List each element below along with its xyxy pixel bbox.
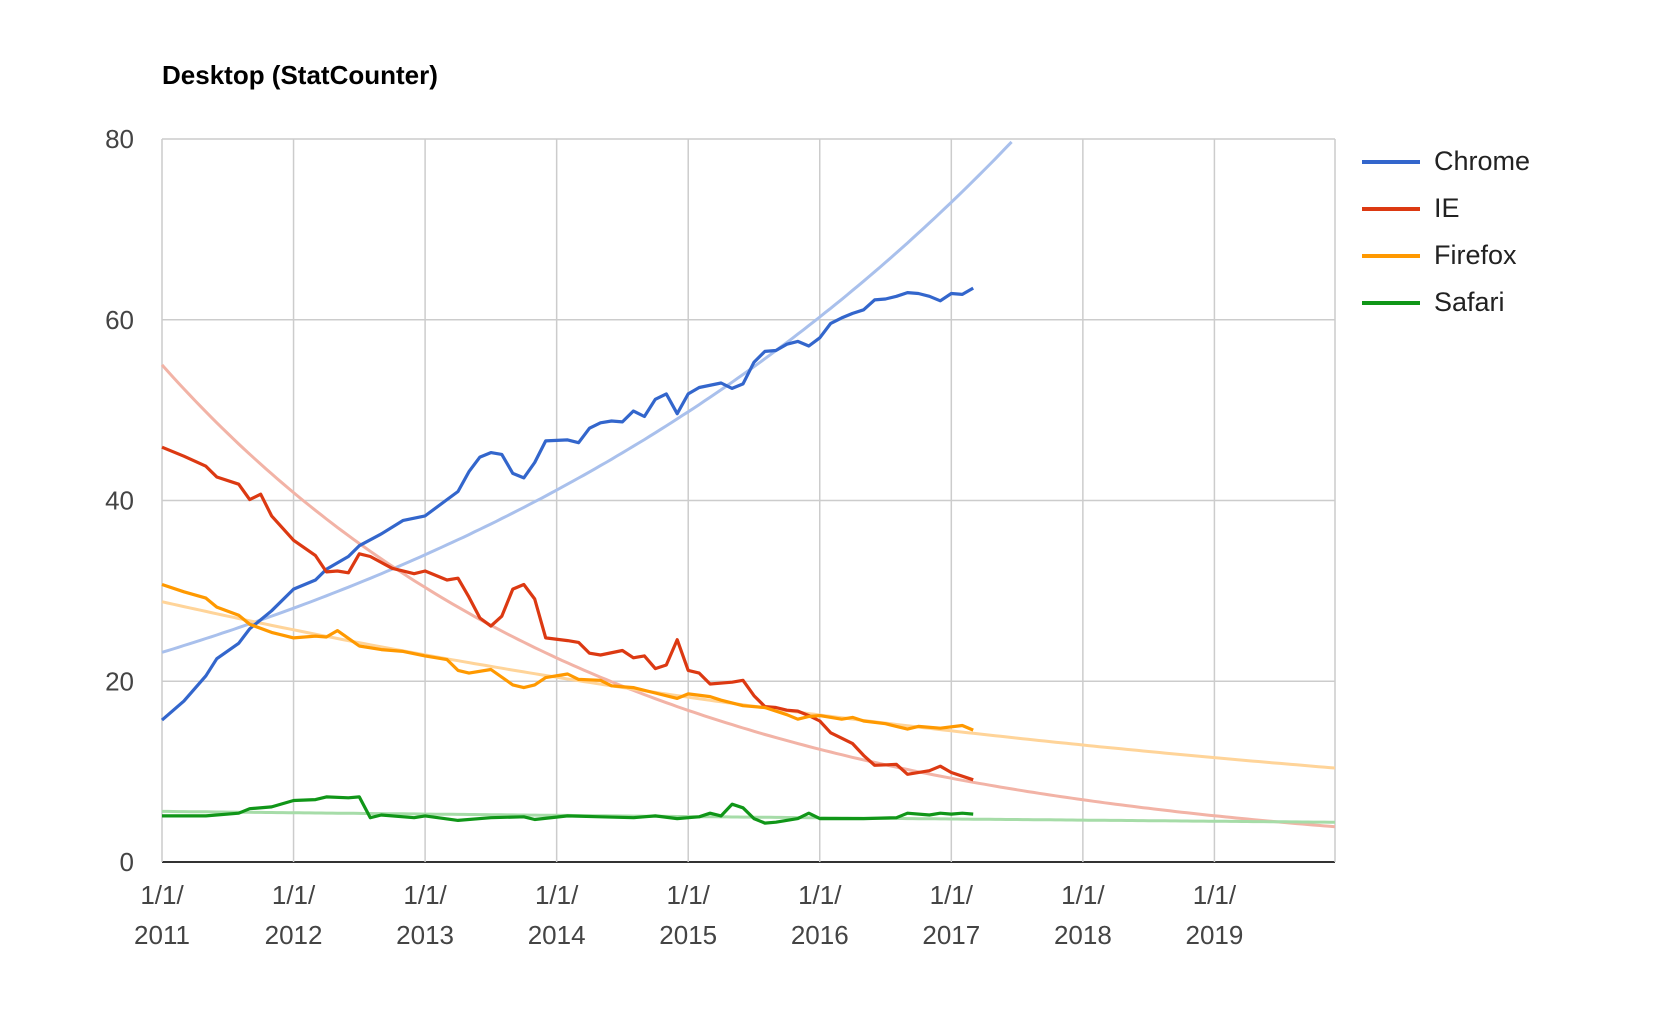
series-line-ie [161, 445, 974, 782]
y-tick-label: 20 [105, 666, 134, 696]
x-tick-label: 2018 [1054, 920, 1112, 950]
x-tick-label: 1/1/ [535, 880, 579, 910]
legend-label: Firefox [1434, 240, 1517, 270]
x-tick-label: 2014 [528, 920, 586, 950]
legend-swatch [1362, 253, 1420, 258]
x-tick-label: 1/1/ [1061, 880, 1105, 910]
y-tick-label: 60 [105, 305, 134, 335]
x-tick-label: 1/1/ [798, 880, 842, 910]
legend-item-firefox: Firefox [1362, 232, 1530, 279]
x-tick-label: 2015 [659, 920, 717, 950]
legend-item-chrome: Chrome [1362, 138, 1530, 185]
legend-swatch [1362, 159, 1420, 164]
legend-label: Chrome [1434, 146, 1531, 176]
chart-title: Desktop (StatCounter) [162, 60, 438, 90]
x-tick-label: 2013 [396, 920, 454, 950]
series-line-safari [162, 795, 974, 825]
trendline-ie [160, 363, 1336, 829]
legend-item-safari: Safari [1362, 279, 1530, 326]
legend-item-ie: IE [1362, 185, 1530, 232]
x-tick-label: 1/1/ [930, 880, 974, 910]
x-tick-label: 2016 [791, 920, 849, 950]
x-tick-label: 1/1/ [140, 880, 184, 910]
y-tick-label: 80 [105, 124, 134, 154]
x-tick-label: 2011 [134, 920, 190, 950]
x-tick-label: 1/1/ [403, 880, 447, 910]
y-tick-label: 0 [120, 847, 134, 877]
x-tick-label: 2017 [922, 920, 980, 950]
y-tick-label: 40 [105, 486, 134, 516]
trendline-firefox [161, 600, 1336, 770]
legend-swatch [1362, 300, 1420, 305]
legend-label: IE [1434, 193, 1460, 223]
chart-legend: Chrome IE Firefox Safari [1362, 138, 1530, 326]
x-tick-label: 1/1/ [1193, 880, 1237, 910]
series-line-firefox [161, 582, 974, 732]
x-tick-label: 2019 [1185, 920, 1243, 950]
trendline-safari [162, 809, 1335, 824]
x-tick-label: 2012 [265, 920, 323, 950]
trendline-chrome [161, 140, 1013, 654]
legend-swatch [1362, 206, 1420, 211]
x-tick-label: 1/1/ [272, 880, 316, 910]
series-line-chrome [160, 286, 975, 722]
x-tick-label: 1/1/ [667, 880, 711, 910]
legend-label: Safari [1434, 287, 1505, 317]
